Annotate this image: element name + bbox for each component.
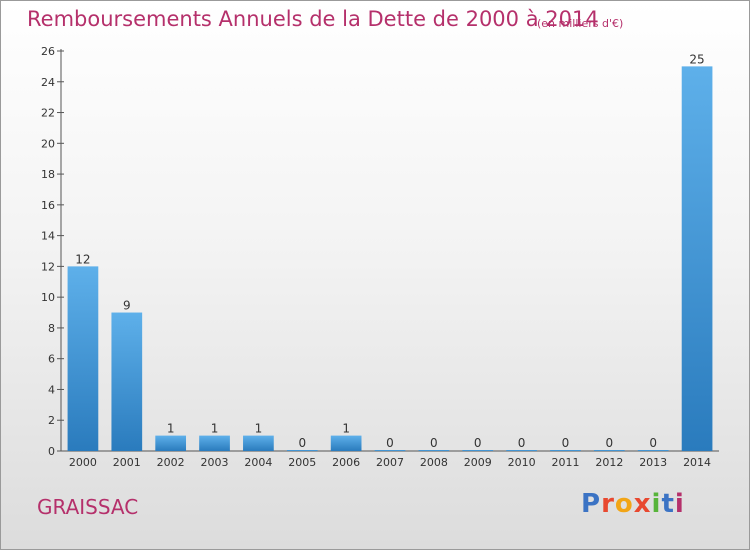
- y-tick-label: 2: [48, 414, 55, 427]
- x-tick-label: 2012: [595, 456, 623, 469]
- logo-letter: i: [651, 489, 662, 519]
- bar-value-label: 0: [430, 436, 438, 450]
- chart-subtitle: (en milliers d'€): [537, 17, 624, 30]
- bars: [67, 66, 713, 451]
- bar-value-label: 9: [123, 299, 131, 313]
- bar-value-label: 1: [211, 422, 219, 436]
- y-tick-label: 24: [41, 76, 55, 89]
- data-labels: 12 9 1 1 1 0 1 0 0 0 0 0 0 0 25: [75, 52, 704, 450]
- y-tick-label: 10: [41, 291, 55, 304]
- y-tick-label: 18: [41, 168, 55, 181]
- x-tick-label: 2013: [639, 456, 667, 469]
- chart-title: Remboursements Annuels de la Dette de 20…: [27, 7, 599, 31]
- bar-value-label: 0: [518, 436, 526, 450]
- x-tick-label: 2007: [376, 456, 404, 469]
- y-tick-label: 8: [48, 322, 55, 335]
- y-tick-label: 0: [48, 445, 55, 458]
- y-tick-label: 6: [48, 353, 55, 366]
- logo-letter: t: [661, 489, 675, 519]
- x-tick-label: 2005: [288, 456, 316, 469]
- bar-value-label: 25: [689, 52, 704, 66]
- logo-letter: P: [581, 489, 602, 519]
- bar-value-label: 0: [386, 436, 394, 450]
- bar-value-label: 0: [474, 436, 482, 450]
- bar: [199, 435, 230, 451]
- x-tick-label: 2011: [551, 456, 579, 469]
- x-tick-label: 2006: [332, 456, 360, 469]
- bar-value-label: 0: [562, 436, 570, 450]
- bar: [67, 266, 99, 451]
- bar: [681, 66, 713, 451]
- y-tick-label: 4: [48, 383, 55, 396]
- bar-value-label: 1: [255, 422, 263, 436]
- y-tick-label: 16: [41, 199, 55, 212]
- x-tick-label: 2008: [420, 456, 448, 469]
- x-tick-label: 2004: [244, 456, 272, 469]
- bar: [286, 450, 318, 451]
- bar-value-label: 1: [342, 422, 350, 436]
- y-tick-label: 20: [41, 137, 55, 150]
- bar-value-label: 0: [649, 436, 657, 450]
- bar: [111, 312, 143, 451]
- x-tick-label: 2000: [69, 456, 97, 469]
- x-tick-label: 2003: [201, 456, 229, 469]
- y-tick-label: 12: [41, 260, 55, 273]
- logo-letter: r: [601, 489, 615, 519]
- y-tick-label: 14: [41, 230, 55, 243]
- logo-letter: x: [633, 489, 652, 519]
- bar: [637, 450, 669, 451]
- x-tick-label: 2009: [464, 456, 492, 469]
- bar: [374, 450, 406, 451]
- proxiti-logo: Proxiti: [581, 489, 685, 519]
- bar-value-label: 0: [606, 436, 614, 450]
- bar: [418, 450, 450, 451]
- bar-value-label: 12: [75, 252, 90, 266]
- x-tick-label: 2002: [157, 456, 185, 469]
- bar: [550, 450, 581, 451]
- y-tick-label: 26: [41, 45, 55, 58]
- x-tick-label: 2010: [508, 456, 536, 469]
- commune-name: GRAISSAC: [37, 495, 139, 519]
- bar: [462, 450, 494, 451]
- x-tick-label: 2014: [683, 456, 711, 469]
- bar-value-label: 0: [298, 436, 306, 450]
- x-axis: 2000 2001 2002 2003 2004 2005 2006 2007 2008 2009…: [61, 450, 719, 469]
- bar: [330, 435, 362, 451]
- bar: [593, 450, 625, 451]
- bar-value-label: 1: [167, 422, 175, 436]
- bar: [243, 435, 274, 451]
- logo-letter: i: [674, 489, 685, 519]
- y-tick-label: 22: [41, 107, 55, 120]
- bar: [155, 435, 187, 451]
- bar: [506, 450, 537, 451]
- logo-letter: o: [614, 489, 634, 519]
- x-tick-label: 2001: [113, 456, 141, 469]
